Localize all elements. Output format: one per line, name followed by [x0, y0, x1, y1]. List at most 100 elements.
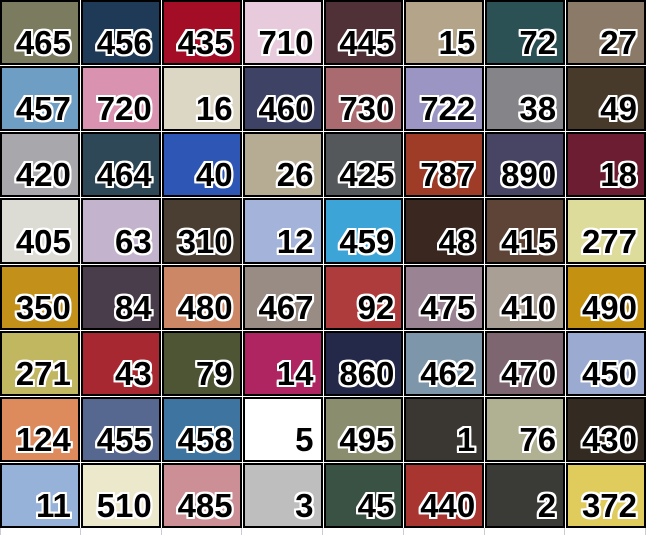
grid-cell[interactable]: 48 [404, 198, 485, 264]
grid-cell[interactable]: 420 [0, 132, 80, 198]
cell-number: 435 [177, 24, 233, 62]
grid-cell[interactable]: 457 [0, 66, 80, 132]
gridline-column-segment [242, 528, 323, 535]
grid-cell[interactable]: 124 [0, 396, 80, 462]
cell-number: 1 [456, 420, 476, 458]
grid-cell[interactable]: 15 [404, 0, 485, 66]
grid-cell[interactable]: 860 [323, 330, 404, 396]
grid-cell[interactable]: 72 [485, 0, 566, 66]
cell-number: 2 [537, 487, 557, 524]
grid-cell[interactable]: 430 [566, 396, 646, 462]
cell-number: 510 [96, 487, 152, 524]
grid-cell[interactable]: 5 [242, 396, 323, 462]
grid-cell[interactable]: 45 [323, 462, 404, 528]
cell-number: 440 [420, 487, 476, 524]
grid-cell[interactable]: 445 [323, 0, 404, 66]
grid-cell[interactable]: 720 [80, 66, 161, 132]
grid-cell[interactable]: 40 [161, 132, 242, 198]
cell-number: 84 [115, 288, 152, 326]
cell-number: 890 [501, 156, 557, 194]
grid-cell[interactable]: 465 [0, 0, 80, 66]
cell-number: 79 [195, 354, 233, 392]
grid-cell[interactable]: 459 [323, 198, 404, 264]
cell-number: 480 [177, 288, 233, 326]
cell-number: 465 [15, 24, 71, 62]
grid-cell[interactable]: 18 [566, 132, 646, 198]
grid-cell[interactable]: 277 [566, 198, 646, 264]
grid-cell[interactable]: 460 [242, 66, 323, 132]
grid-cell[interactable]: 470 [485, 330, 566, 396]
grid-cell[interactable]: 890 [485, 132, 566, 198]
cell-number: 415 [501, 222, 557, 260]
cell-number: 124 [15, 420, 71, 458]
cell-number: 464 [96, 156, 152, 194]
grid-cell[interactable]: 76 [485, 396, 566, 462]
grid-cell[interactable]: 458 [161, 396, 242, 462]
grid-cell[interactable]: 410 [485, 264, 566, 330]
grid-cell[interactable]: 467 [242, 264, 323, 330]
grid-cell[interactable]: 271 [0, 330, 80, 396]
grid-cell[interactable]: 2 [485, 462, 566, 528]
cell-number: 48 [438, 222, 476, 260]
cell-number: 26 [276, 156, 314, 194]
grid-cell[interactable]: 440 [404, 462, 485, 528]
grid-cell[interactable]: 27 [566, 0, 646, 66]
cell-number: 18 [600, 156, 637, 194]
cell-number: 410 [501, 288, 557, 326]
grid-cell[interactable]: 49 [566, 66, 646, 132]
grid-cell[interactable]: 405 [0, 198, 80, 264]
grid-cell[interactable]: 350 [0, 264, 80, 330]
cell-number: 11 [35, 487, 71, 524]
grid-cell[interactable]: 490 [566, 264, 646, 330]
cell-number: 27 [600, 24, 637, 62]
grid-cell[interactable]: 11 [0, 462, 80, 528]
grid-cell[interactable]: 462 [404, 330, 485, 396]
grid-cell[interactable]: 485 [161, 462, 242, 528]
grid-cell[interactable]: 495 [323, 396, 404, 462]
grid-cell[interactable]: 722 [404, 66, 485, 132]
cell-number: 12 [276, 222, 314, 260]
grid-cell[interactable]: 26 [242, 132, 323, 198]
cell-number: 350 [15, 288, 71, 326]
cell-number: 720 [96, 90, 152, 128]
grid-cell[interactable]: 710 [242, 0, 323, 66]
cell-number: 462 [420, 354, 476, 392]
cell-number: 457 [15, 90, 71, 128]
cell-number: 467 [258, 288, 314, 326]
grid-cell[interactable]: 435 [161, 0, 242, 66]
grid-cell[interactable]: 1 [404, 396, 485, 462]
cell-number: 475 [420, 288, 476, 326]
grid-cell[interactable]: 455 [80, 396, 161, 462]
grid-cell[interactable]: 84 [80, 264, 161, 330]
grid-cell[interactable]: 730 [323, 66, 404, 132]
grid-cell[interactable]: 16 [161, 66, 242, 132]
grid-cell[interactable]: 787 [404, 132, 485, 198]
grid-cell[interactable]: 464 [80, 132, 161, 198]
cell-number: 277 [581, 222, 637, 260]
grid-cell[interactable]: 63 [80, 198, 161, 264]
cell-number: 470 [501, 354, 557, 392]
cell-number: 710 [258, 24, 314, 62]
grid-cell[interactable]: 450 [566, 330, 646, 396]
gridline-column-segment [323, 528, 404, 535]
grid-cell[interactable]: 372 [566, 462, 646, 528]
grid-cell[interactable]: 425 [323, 132, 404, 198]
gridline-column-segment [404, 528, 485, 535]
grid-cell[interactable]: 510 [80, 462, 161, 528]
grid-cell[interactable]: 14 [242, 330, 323, 396]
grid-cell[interactable]: 79 [161, 330, 242, 396]
grid-cell[interactable]: 43 [80, 330, 161, 396]
grid-cell[interactable]: 456 [80, 0, 161, 66]
grid-cell[interactable]: 310 [161, 198, 242, 264]
grid-cell[interactable]: 415 [485, 198, 566, 264]
grid-cell[interactable]: 3 [242, 462, 323, 528]
grid-cell[interactable]: 38 [485, 66, 566, 132]
grid-cell[interactable]: 475 [404, 264, 485, 330]
cell-number: 271 [15, 354, 71, 392]
cell-number: 420 [15, 156, 71, 194]
grid-cell[interactable]: 480 [161, 264, 242, 330]
grid-cell[interactable]: 92 [323, 264, 404, 330]
grid-cell[interactable]: 12 [242, 198, 323, 264]
